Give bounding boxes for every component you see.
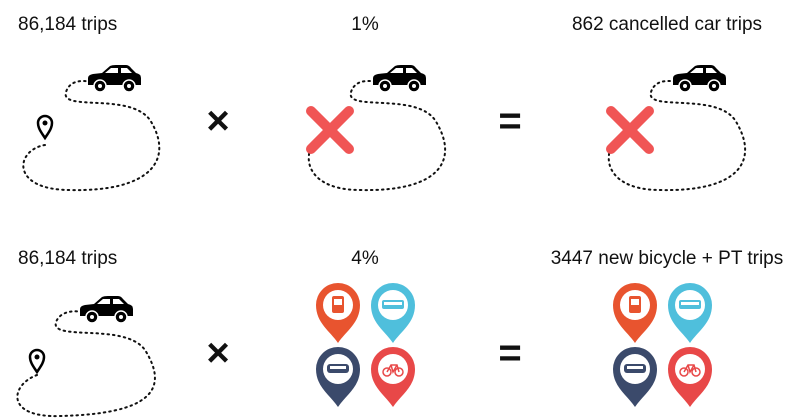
car-window	[390, 68, 417, 73]
left-label: 86,184 trips	[18, 248, 117, 269]
cross-stroke	[306, 106, 354, 154]
car-hub	[412, 84, 416, 88]
middle-label: 4%	[351, 248, 379, 269]
right-label: 3447 new bicycle + PT trips	[551, 248, 784, 269]
equals-sign: =	[498, 99, 521, 143]
pin-hole	[42, 120, 48, 126]
bike-frame	[683, 364, 697, 374]
car-icon	[88, 65, 141, 93]
car-hub	[712, 84, 716, 88]
transport-pin	[316, 347, 360, 407]
location-pin	[36, 114, 54, 141]
cancel-cross	[606, 106, 654, 154]
pin-face	[378, 354, 408, 384]
car-hub	[383, 84, 387, 88]
bike-frame	[386, 364, 400, 374]
bus-window	[334, 299, 342, 305]
transport-pin	[613, 283, 657, 343]
cancel-cross	[306, 106, 354, 154]
tram-window	[681, 302, 699, 305]
route	[16, 310, 156, 418]
car-icon	[673, 65, 726, 93]
cross-stroke	[606, 106, 654, 154]
bus-window	[627, 366, 643, 369]
bike-wheel	[382, 367, 392, 377]
times-sign: ×	[206, 331, 229, 375]
transport-pin	[316, 283, 360, 343]
tram-window	[384, 302, 402, 305]
bus-window	[330, 366, 346, 369]
bus-window	[631, 299, 639, 305]
bike-wheel	[691, 367, 701, 377]
transport-pin	[371, 283, 415, 343]
middle-label: 1%	[351, 14, 379, 35]
pin-shape	[36, 114, 54, 141]
car-icon	[373, 65, 426, 93]
transport-pin	[668, 283, 712, 343]
left-label: 86,184 trips	[18, 14, 117, 35]
route	[307, 80, 446, 192]
pin-shape	[28, 348, 46, 375]
car-hub	[90, 315, 94, 319]
car-window	[105, 68, 132, 73]
car-hub	[98, 84, 102, 88]
car-window	[97, 299, 124, 304]
transport-pin	[371, 347, 415, 407]
car-hub	[119, 315, 123, 319]
transport-pin	[668, 347, 712, 407]
bike-wheel	[679, 367, 689, 377]
car-hub	[127, 84, 131, 88]
pin-hole	[34, 354, 40, 360]
car-icon	[80, 296, 133, 324]
route	[22, 80, 161, 192]
car-hub	[683, 84, 687, 88]
right-label: 862 cancelled car trips	[572, 14, 762, 35]
transport-pin	[613, 347, 657, 407]
location-pin	[28, 348, 46, 375]
times-sign: ×	[206, 99, 229, 143]
bike-wheel	[394, 367, 404, 377]
route	[607, 80, 746, 192]
car-window	[690, 68, 717, 73]
pin-face	[675, 354, 705, 384]
equals-sign: =	[498, 331, 521, 375]
